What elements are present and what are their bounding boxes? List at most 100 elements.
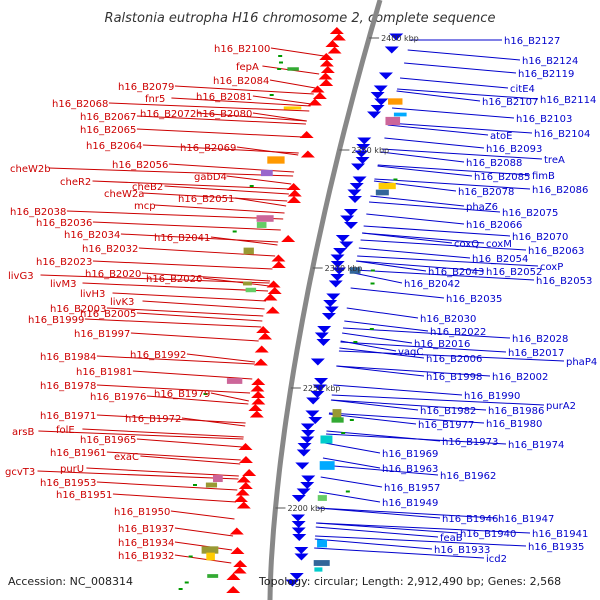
gene-arrow-left xyxy=(319,79,334,86)
leader-line-left xyxy=(84,318,262,328)
gene-tick xyxy=(184,581,189,584)
gene-label-left: folE xyxy=(56,425,75,436)
leader-line-left xyxy=(96,481,238,491)
gene-arrow-right xyxy=(291,514,306,522)
gene-label-left: mcp xyxy=(134,201,156,212)
gene-label-left: h16_B1981 xyxy=(76,367,132,378)
gene-label-right: h16_B2054 xyxy=(472,254,528,265)
gene-label-left: h16_B1984 xyxy=(40,352,96,363)
gene-arrow-right xyxy=(389,33,404,41)
gene-arrow-left xyxy=(319,59,334,67)
leader-line-right xyxy=(331,394,545,406)
leader-line-right xyxy=(370,195,465,207)
gene-label-left: h16_B2023 xyxy=(36,257,92,268)
gene-arrow-right xyxy=(344,222,359,229)
feature-box xyxy=(260,169,273,177)
leader-line-right xyxy=(340,341,507,353)
gene-arrow-left xyxy=(263,293,278,301)
gene-arrow-left xyxy=(267,287,282,294)
leader-line-left xyxy=(236,146,299,156)
leader-line-left xyxy=(174,85,314,95)
gene-tick xyxy=(277,68,282,70)
gene-label-right: fimB xyxy=(532,171,555,182)
leader-line-right xyxy=(358,247,471,259)
feature-box xyxy=(243,247,254,255)
gene-arrow-right xyxy=(314,332,329,340)
chromosome-backbone xyxy=(267,0,383,600)
gene-arrow-left xyxy=(299,131,314,138)
gene-label-right: h16_B1933 xyxy=(434,545,490,556)
gene-label-right: h16_B2006 xyxy=(426,354,482,365)
leader-line-left xyxy=(138,247,276,257)
kbp-label: 2350 kbp xyxy=(351,146,389,155)
gene-arrow-right xyxy=(367,111,382,119)
leader-line-left xyxy=(270,47,325,57)
gene-arrow-left xyxy=(230,547,245,554)
gene-label-left: h16_B2051 xyxy=(178,194,234,205)
gene-arrow-left xyxy=(327,46,342,54)
gene-arrow-right xyxy=(310,358,325,366)
gene-arrow-right xyxy=(384,46,399,54)
gene-arrow-right xyxy=(347,189,362,197)
gene-arrow-left xyxy=(258,332,273,340)
gene-label-left: h16_B2034 xyxy=(64,230,120,241)
leader-line-left xyxy=(112,292,267,302)
gene-arrow-right xyxy=(352,176,367,184)
topology-text: Topology: circular; Length: 2,912,490 bp… xyxy=(258,575,561,588)
leader-line-left xyxy=(141,272,271,282)
gene-arrow-left xyxy=(236,501,251,509)
gene-label-right: h16_B1946 xyxy=(442,514,498,525)
gene-arrow-right xyxy=(314,378,329,385)
gene-label-right: h16_B1963 xyxy=(382,464,438,475)
feature-box xyxy=(378,182,396,190)
leader-line-left xyxy=(136,115,306,125)
leader-line-left xyxy=(38,430,244,440)
gene-arrow-left xyxy=(271,254,286,262)
gene-arrow-left xyxy=(256,326,271,333)
gene-label-left: h16_B2038 xyxy=(10,207,66,218)
leader-line-right xyxy=(356,260,485,272)
gene-label-right: h16_B2075 xyxy=(502,208,558,219)
gene-label-left: gcvT3 xyxy=(5,467,35,478)
gene-label-right: h16_B1947 xyxy=(498,514,554,525)
gene-label-left: h16_B1953 xyxy=(40,478,96,489)
gene-arrow-right xyxy=(294,547,309,554)
gene-arrow-right xyxy=(312,384,327,392)
gene-label-left: h16_B2069 xyxy=(180,143,236,154)
gene-label-right: atoE xyxy=(490,131,513,142)
gene-label-left: h16_B1976 xyxy=(90,392,146,403)
feature-box xyxy=(245,287,257,293)
gene-label-left: h16_B2020 xyxy=(85,269,141,280)
gene-tick xyxy=(353,341,358,343)
gene-label-right: vagC xyxy=(398,347,423,358)
gene-label-right: h16_B2085 xyxy=(474,172,530,183)
gene-label-left: h16_B1951 xyxy=(56,490,112,501)
gene-arrow-right xyxy=(332,267,347,275)
gene-label-right: phaZ6 xyxy=(466,202,498,213)
gene-arrow-left xyxy=(329,27,344,34)
kbp-label: 2300 kbp xyxy=(325,264,363,273)
gene-arrow-left xyxy=(300,150,315,158)
gene-label-left: h16_B2080 xyxy=(196,109,252,120)
kbp-scale-marks: 2400 kbp 2350 kbp 2300 kbp 2250 kbp 2200 kbp xyxy=(275,34,419,513)
leader-line-right xyxy=(384,137,485,149)
gene-label-left: h16_B2005 xyxy=(80,309,136,320)
leader-line-right xyxy=(377,165,473,177)
leader-line-left xyxy=(164,185,289,195)
gene-arrow-left xyxy=(251,378,266,385)
leader-line-left xyxy=(96,384,251,394)
gene-arrow-left xyxy=(229,527,244,535)
feature-box xyxy=(256,215,274,222)
gene-arrow-right xyxy=(356,144,371,151)
gene-arrow-right xyxy=(335,235,350,242)
gene-arrow-left xyxy=(254,345,269,353)
leader-line-right xyxy=(387,124,489,136)
leader-line-right xyxy=(360,239,527,251)
gene-arrow-right xyxy=(378,72,393,80)
gene-arrow-right xyxy=(295,462,310,470)
gene-label-right: h16_B1982 xyxy=(420,406,476,417)
gene-arrow-left xyxy=(253,358,268,366)
leader-line-right xyxy=(396,90,481,102)
gene-tick xyxy=(341,432,346,434)
